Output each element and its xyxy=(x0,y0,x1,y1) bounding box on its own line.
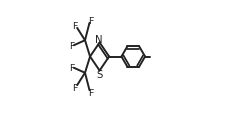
Text: N: N xyxy=(95,35,103,45)
Text: F: F xyxy=(88,17,93,26)
Text: F: F xyxy=(88,88,93,97)
Text: F: F xyxy=(72,22,78,31)
Text: S: S xyxy=(96,69,102,79)
Text: F: F xyxy=(69,41,74,50)
Text: F: F xyxy=(69,64,74,73)
Text: F: F xyxy=(72,83,78,92)
